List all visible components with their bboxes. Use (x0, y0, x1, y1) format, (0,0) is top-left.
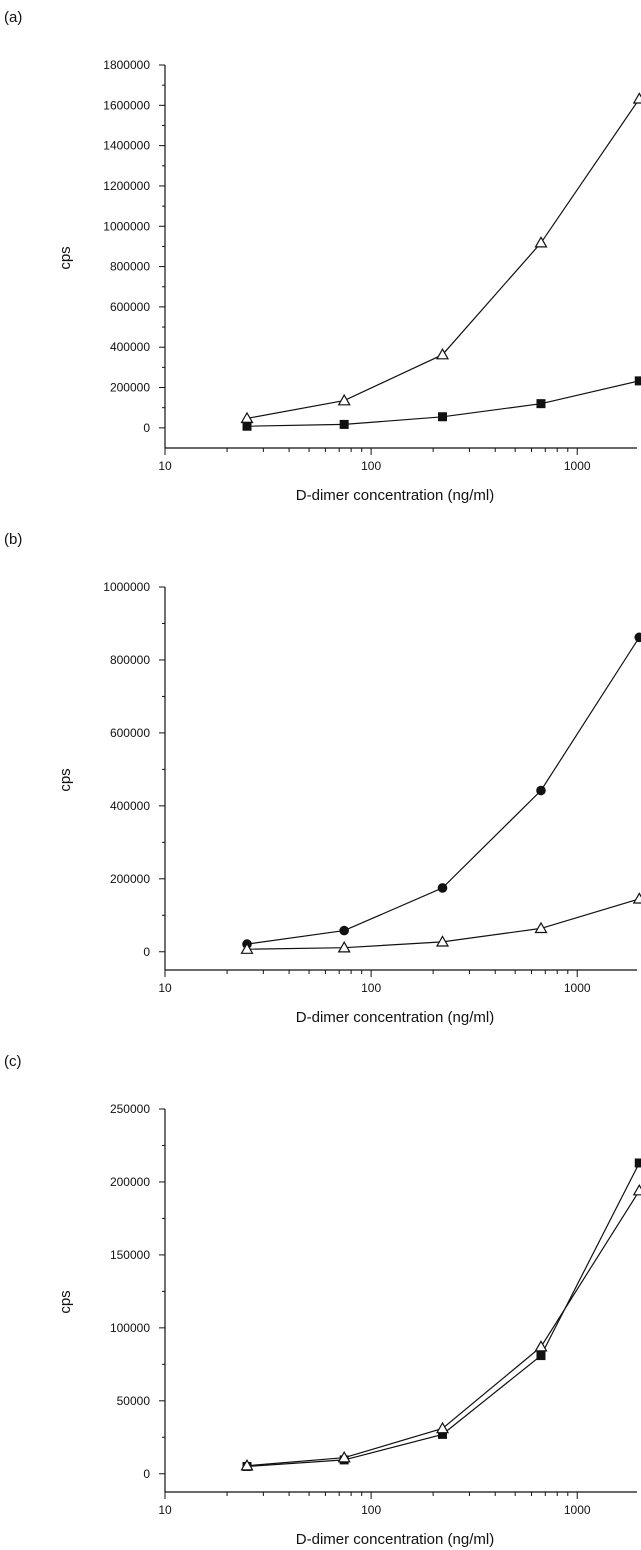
data-point-circle (536, 785, 546, 796)
y-tick-label: 600000 (110, 300, 150, 314)
data-point-triangle (534, 921, 548, 934)
y-tick-label: 1200000 (103, 179, 150, 193)
y-tick-label: 1600000 (103, 98, 150, 112)
y-tick-label: 600000 (110, 726, 150, 740)
data-point-square (437, 1429, 447, 1439)
data-point-triangle (337, 393, 351, 406)
data-point-square (242, 421, 252, 431)
y-tick-label: 1000000 (103, 580, 150, 594)
data-point-square (536, 1351, 546, 1361)
y-tick-label: 250000 (110, 1102, 150, 1116)
y-tick-label: 0 (143, 1467, 150, 1481)
x-axis-title: D-dimer concentration (ng/ml) (296, 1531, 494, 1548)
x-tick-label: 10 (158, 1503, 172, 1517)
x-axis-title: D-dimer concentration (ng/ml) (296, 1009, 494, 1026)
x-tick-label: 100 (361, 459, 381, 473)
y-tick-label: 0 (143, 421, 150, 435)
y-tick-label: 0 (143, 945, 150, 959)
data-point-triangle (337, 1450, 351, 1463)
x-tick-label: 10 (158, 981, 172, 995)
series-line (246, 98, 640, 419)
data-point-triangle (337, 940, 351, 953)
data-point-circle (634, 632, 641, 643)
x-tick-label: 100 (361, 981, 381, 995)
x-tick-label: 1000 (564, 1503, 591, 1517)
data-point-triangle (435, 347, 450, 360)
y-tick-label: 400000 (110, 799, 150, 813)
y-tick-label: 200000 (110, 1175, 150, 1189)
data-point-square (536, 399, 546, 409)
data-point-triangle (435, 935, 450, 947)
data-point-square (339, 419, 349, 429)
x-tick-label: 100 (361, 1503, 381, 1517)
x-axis-title: D-dimer concentration (ng/ml) (296, 487, 494, 504)
y-tick-label: 1800000 (103, 58, 150, 72)
y-tick-label: 50000 (117, 1394, 151, 1408)
panel-label: (c) (4, 1053, 22, 1070)
series-line (246, 1162, 640, 1468)
x-tick-label: 1000 (564, 459, 591, 473)
x-tick-label: 10 (158, 459, 172, 473)
data-point-triangle (632, 1183, 641, 1196)
y-tick-label: 1400000 (103, 139, 150, 153)
panel-label: (b) (4, 531, 22, 548)
panel-label: (a) (4, 9, 22, 26)
data-point-triangle (240, 942, 254, 954)
y-tick-label: 400000 (110, 340, 150, 354)
y-axis-title: cps (57, 246, 74, 269)
chart-panel: (b) 0 200000 400000 600000 800000 1000000 10 100… (4, 531, 641, 1026)
data-point-circle (339, 925, 349, 936)
series-line (246, 636, 640, 945)
y-axis-title: cps (57, 768, 74, 791)
data-point-triangle (240, 1458, 254, 1471)
data-point-triangle (435, 1421, 450, 1434)
data-point-triangle (632, 92, 641, 104)
data-point-square (634, 376, 641, 386)
data-point-triangle (632, 892, 641, 904)
y-tick-label: 800000 (110, 653, 150, 667)
data-point-circle (437, 883, 448, 893)
y-tick-label: 800000 (110, 260, 150, 274)
y-tick-label: 150000 (110, 1248, 150, 1262)
data-point-triangle (534, 1340, 548, 1352)
data-point-square (634, 1158, 641, 1168)
data-point-triangle (534, 236, 548, 248)
x-tick-label: 1000 (564, 981, 591, 995)
data-point-square (437, 412, 447, 422)
y-axis-title: cps (57, 1290, 74, 1313)
y-tick-label: 200000 (110, 872, 150, 886)
chart-panel: (c) 0 50000 100000 150000 200000 250000 10 100 10… (4, 1053, 641, 1548)
y-tick-label: 1000000 (103, 219, 150, 233)
y-tick-label: 200000 (110, 381, 150, 395)
chart-panel: (a) 0 200000 400000 600000 800000 1000000 12000… (4, 9, 641, 504)
y-tick-label: 100000 (110, 1321, 150, 1335)
